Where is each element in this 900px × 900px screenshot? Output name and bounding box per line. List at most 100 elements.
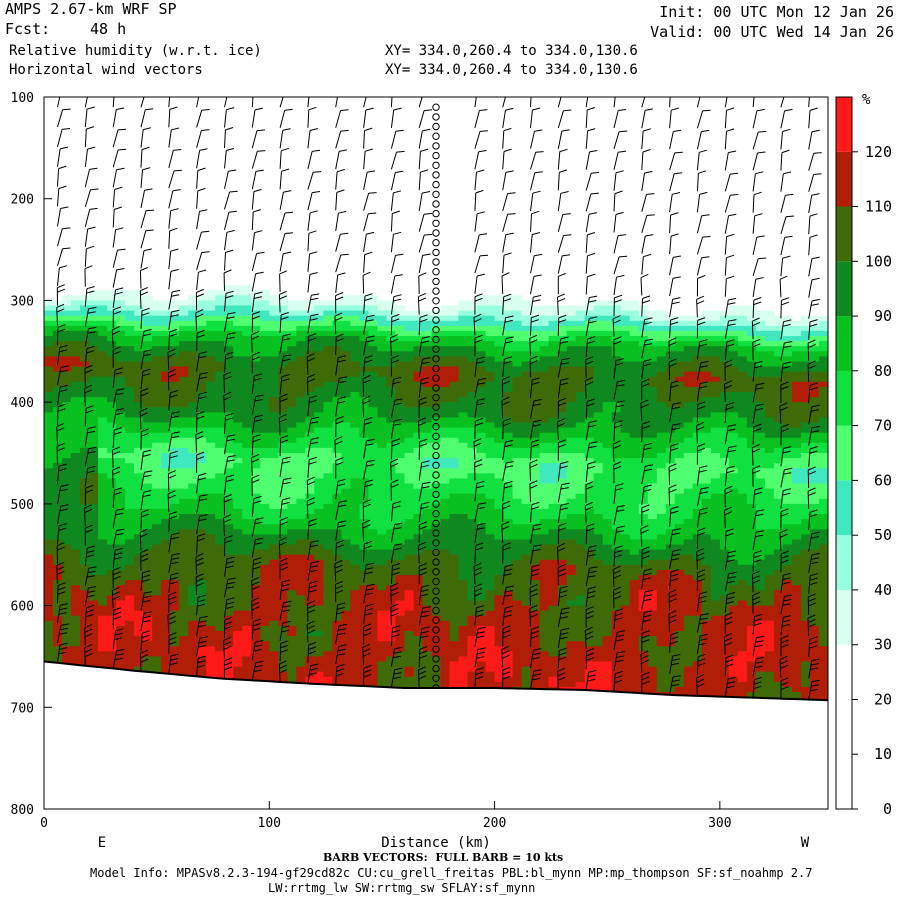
rh-cell [575,595,586,602]
rh-cell [107,392,117,398]
rh-cell [467,351,478,357]
rh-cell [467,498,478,505]
rh-cell [584,620,595,627]
rh-cell [134,371,144,378]
rh-cell [71,437,81,444]
rh-cell [413,402,424,408]
rh-cell [512,468,523,474]
rh-cell [440,392,451,398]
rh-cell [350,615,360,622]
rh-cell [620,554,631,561]
rh-cell [620,666,631,673]
rh-cell [143,463,153,469]
rh-cell [224,356,234,363]
rh-cell [476,524,487,530]
rh-cell [170,585,180,591]
rh-cell [134,564,144,571]
rh-cell [143,549,153,556]
rh-cell [557,539,568,546]
rh-cell [242,320,252,327]
rh-cell [593,681,604,688]
rh-cell [530,605,541,612]
rh-cell [584,437,595,444]
rh-cell [179,376,189,383]
rh-cell [215,412,225,418]
rh-cell [170,458,180,464]
rh-cell [413,442,424,449]
rh-cell [314,346,324,352]
rh-cell [431,676,442,683]
rh-cell [125,336,135,342]
rh-cell [161,575,171,581]
rh-cell [152,625,162,632]
rh-cell [548,325,559,332]
rh-cell [539,336,550,342]
rh-cell [107,463,117,469]
rh-cell [278,483,288,490]
rh-cell [341,676,351,683]
rh-cell [629,468,640,474]
rh-cell [134,341,144,347]
rh-cell [350,381,360,388]
rh-cell [323,539,333,546]
rh-cell [134,300,144,307]
rh-cell [404,610,415,617]
rh-cell [170,625,180,632]
rh-cell [413,397,424,403]
rh-cell [458,463,469,469]
rh-cell [566,610,577,617]
rh-cell [575,427,586,434]
rh-cell [206,600,216,607]
rh-cell [359,376,369,383]
rh-cell [179,646,189,652]
rh-cell [98,356,108,363]
rh-cell [179,580,189,586]
rh-cell [143,529,153,535]
rh-cell [440,478,451,485]
rh-cell [602,341,613,347]
rh-cell [170,447,180,454]
rh-cell [386,402,396,408]
rh-cell [71,315,81,322]
rh-cell [611,641,622,647]
rh-cell [359,651,369,657]
rh-cell [197,625,207,632]
rh-cell [431,458,442,464]
rh-cell [530,356,541,363]
rh-cell [395,376,405,383]
rh-cell [602,412,613,418]
rh-cell [116,564,126,571]
rh-cell [350,417,360,424]
rh-cell [215,320,225,327]
rh-cell [287,447,297,454]
rh-cell [404,432,415,439]
rh-cell [242,549,252,556]
rh-cell [422,636,433,642]
rh-cell [80,580,90,586]
rh-cell [233,575,243,581]
rh-cell [53,346,63,352]
rh-cell [134,483,144,490]
rh-cell [620,330,631,337]
rh-cell [593,392,604,398]
rh-cell [206,432,216,439]
rh-cell [125,666,135,671]
rh-cell [503,666,514,673]
rh-cell [512,575,523,581]
rh-cell [368,656,378,663]
rh-cell [179,631,189,637]
rh-cell [521,681,532,688]
rh-cell [557,402,568,408]
rh-cell [170,651,180,657]
rh-cell [332,666,342,673]
rh-cell [278,508,288,515]
rh-cell [134,575,144,581]
rh-cell [494,366,505,373]
rh-cell [80,610,90,617]
rh-cell [314,341,324,347]
rh-cell [566,671,577,678]
rh-cell [62,397,72,403]
rh-cell [80,356,90,363]
rh-cell [296,580,306,586]
rh-cell [179,493,189,500]
